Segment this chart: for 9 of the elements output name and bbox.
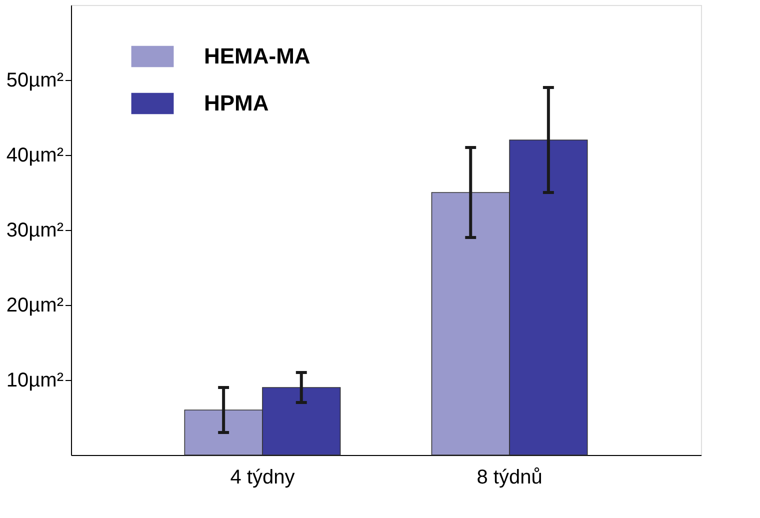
- y-tick-label: 10µm²: [6, 370, 64, 392]
- x-tick-label: 8 týdnů: [476, 466, 542, 488]
- y-tick-label: 20µm²: [6, 294, 64, 316]
- legend-label: HEMA-MA: [204, 44, 310, 68]
- y-tick-label: 50µm²: [6, 70, 64, 92]
- legend-label: HPMA: [204, 90, 269, 116]
- y-tick-label: 40µm²: [6, 144, 64, 166]
- x-tick-label: 4 týdny: [230, 466, 295, 488]
- y-tick-label: 30µm²: [6, 220, 64, 242]
